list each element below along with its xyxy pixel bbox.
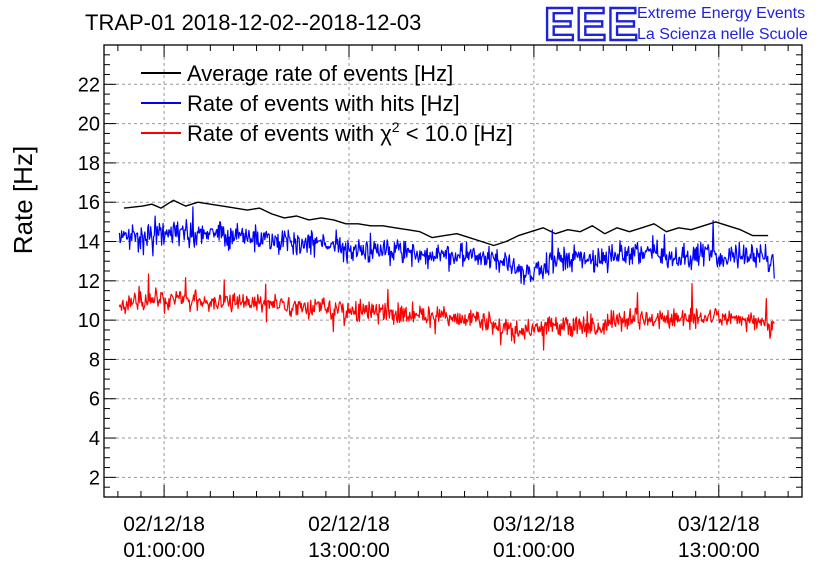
x-tick-label-time: 13:00:00 bbox=[678, 539, 760, 562]
y-tick-label: 8 bbox=[89, 349, 100, 371]
eee-logo: EEE Extreme Energy Events La Scienza nel… bbox=[543, 0, 808, 51]
y-tick-label: 18 bbox=[78, 153, 100, 175]
y-tick-label: 4 bbox=[89, 428, 100, 450]
x-tick-label-time: 01:00:00 bbox=[123, 539, 205, 562]
series-layer bbox=[118, 199, 775, 351]
eee-logo-line1: Extreme Energy Events bbox=[637, 5, 805, 22]
legend-label-0: Average rate of events [Hz] bbox=[187, 61, 453, 86]
x-tick-label-time: 13:00:00 bbox=[308, 539, 390, 562]
legend: Average rate of events [Hz] Rate of event… bbox=[141, 61, 513, 146]
y-tick-label: 2 bbox=[89, 467, 100, 489]
y-axis-label: Rate [Hz] bbox=[8, 146, 38, 254]
series-line-0 bbox=[123, 199, 769, 247]
chart-title: TRAP-01 2018-12-02--2018-12-03 bbox=[85, 10, 421, 35]
legend-label-1: Rate of events with hits [Hz] bbox=[187, 91, 460, 116]
y-tick-label: 14 bbox=[78, 232, 100, 254]
series-line-2 bbox=[118, 273, 775, 351]
x-tick-label-date: 02/12/18 bbox=[123, 513, 205, 536]
x-tick-label-date: 03/12/18 bbox=[493, 513, 575, 536]
y-tick-label: 12 bbox=[78, 271, 100, 293]
y-tick-label: 10 bbox=[78, 310, 100, 332]
y-tick-label: 20 bbox=[78, 114, 100, 136]
series-line-1 bbox=[118, 206, 775, 286]
eee-logo-mark: EEE bbox=[544, 0, 639, 50]
y-tick-label: 16 bbox=[78, 192, 100, 214]
eee-logo-line2: La Scienza nelle Scuole bbox=[637, 26, 808, 43]
y-tick-label: 22 bbox=[78, 74, 100, 96]
x-tick-label-date: 02/12/18 bbox=[308, 513, 390, 536]
axes: 2 4 6 8 10 12 14 16 18 20 22 02/12/18 01:00:00 02/12/… bbox=[78, 44, 803, 562]
y-tick-label: 6 bbox=[89, 389, 100, 411]
x-tick-label-date: 03/12/18 bbox=[678, 513, 760, 536]
x-tick-label-time: 01:00:00 bbox=[493, 539, 575, 562]
legend-label-2: Rate of events with χ2 < 10.0 [Hz] bbox=[187, 119, 513, 146]
